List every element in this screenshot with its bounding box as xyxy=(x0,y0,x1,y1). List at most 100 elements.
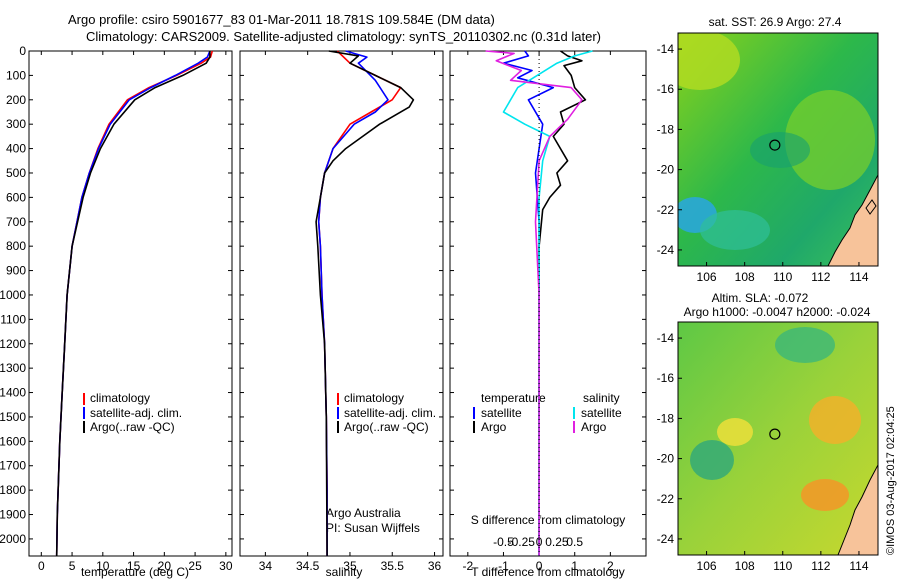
x-tick-label: 0 xyxy=(38,559,45,573)
legend-diff-sargo-label: Argo xyxy=(581,420,607,434)
salinity-plot-frame xyxy=(239,50,444,557)
series-line-temperature-argo xyxy=(538,50,587,556)
sst-cool-patch xyxy=(750,132,810,168)
difference-xlabel: T difference from climatology xyxy=(471,565,625,579)
series-line-argo-raw-qc- xyxy=(315,50,415,557)
s-tick-label: 0.25 xyxy=(545,535,569,549)
legend-temp-clim-label: climatology xyxy=(90,391,150,405)
map-x-tick-label: 112 xyxy=(811,270,830,284)
y-tick-label: 1900 xyxy=(0,508,26,522)
sla-low-patch xyxy=(690,440,734,480)
series-line-climatology xyxy=(55,50,214,557)
land-area xyxy=(837,464,878,555)
sst-warm-patch xyxy=(785,90,875,190)
map-y-tick-label: -22 xyxy=(657,203,675,217)
sla-low-patch xyxy=(775,327,835,363)
chart-marks: 0100200300400500600700800900100011001200… xyxy=(0,42,869,573)
legend-diff-tsat-label: satellite xyxy=(481,406,522,420)
y-tick-label: 400 xyxy=(6,142,26,156)
series-line-salinity-satellite xyxy=(502,50,593,556)
y-tick-label: 100 xyxy=(6,68,26,82)
chart-title-line2: Climatology: CARS2009. Satellite-adjuste… xyxy=(86,29,601,44)
s-tick-label: -0.25 xyxy=(508,535,536,549)
sst-cool-patch xyxy=(700,210,770,250)
legend-temp-argo-label: Argo(..raw -QC) xyxy=(90,420,175,434)
x-tick-label: 5 xyxy=(69,559,76,573)
map-y-tick-label: -16 xyxy=(657,371,675,385)
y-tick-label: 600 xyxy=(6,190,26,204)
legend-diff-ssat-label: satellite xyxy=(581,406,622,420)
x-tick-label: 30 xyxy=(219,559,233,573)
sla-map-title-line2: Argo h1000: -0.0047 h2000: -0.024 xyxy=(684,305,871,319)
series-line-satellite-adj-clim- xyxy=(317,50,389,556)
y-tick-label: 200 xyxy=(6,93,26,107)
s-tick-label: 0.5 xyxy=(566,535,583,549)
y-tick-label: 1500 xyxy=(0,410,26,424)
sla-high-patch xyxy=(801,479,849,511)
y-tick-label: 0 xyxy=(19,44,26,58)
salinity-xlabel: salinity xyxy=(326,565,363,579)
x-tick-label: 35 xyxy=(343,559,357,573)
x-tick-label: 25 xyxy=(188,559,202,573)
y-tick-label: 300 xyxy=(6,117,26,131)
s-tick-label: -0.5 xyxy=(493,535,514,549)
y-tick-label: 900 xyxy=(6,264,26,278)
map-y-tick-label: -24 xyxy=(657,243,675,257)
sst-map-title: sat. SST: 26.9 Argo: 27.4 xyxy=(709,15,842,29)
y-tick-label: 500 xyxy=(6,166,26,180)
sst-warm-patch xyxy=(678,33,740,90)
legend-sal-argo-label: Argo(..raw -QC) xyxy=(344,420,429,434)
y-tick-label: 1000 xyxy=(0,288,26,302)
y-tick-label: 1200 xyxy=(0,337,26,351)
sal-annotation-line1: Argo Australia xyxy=(326,506,401,520)
series-line-climatology xyxy=(317,50,402,556)
map-x-tick-label: 110 xyxy=(773,559,792,573)
map-x-tick-label: 106 xyxy=(697,270,717,284)
legend-sal-sat-label: satellite-adj. clim. xyxy=(344,406,436,420)
map-x-tick-label: 114 xyxy=(849,559,868,573)
series-line-satellite-adj-clim- xyxy=(55,50,211,557)
x-tick-label: 36 xyxy=(428,559,442,573)
map-y-tick-label: -14 xyxy=(657,42,675,56)
x-tick-label: 34 xyxy=(259,559,273,573)
legend-diff-sal-heading: salinity xyxy=(583,391,620,405)
temperature-xlabel: temperature (deg C) xyxy=(81,565,189,579)
sla-map-frame xyxy=(677,321,879,556)
argo-location-marker xyxy=(769,139,781,151)
sla-high-patch xyxy=(809,396,861,444)
y-tick-label: 2000 xyxy=(0,532,26,546)
imos-credit: ©IMOS 03-Aug-2017 02:04:25 xyxy=(885,406,897,555)
y-tick-label: 1300 xyxy=(0,361,26,375)
map-y-tick-label: -24 xyxy=(657,532,675,546)
map-x-tick-label: 114 xyxy=(849,270,868,284)
sst-map xyxy=(678,33,878,266)
y-tick-label: 1700 xyxy=(0,459,26,473)
x-tick-label: 2 xyxy=(607,559,614,573)
x-tick-label: 10 xyxy=(96,559,110,573)
legend-diff-targo-label: Argo xyxy=(481,420,507,434)
y-tick-label: 1800 xyxy=(0,483,26,497)
y-tick-label: 1600 xyxy=(0,434,26,448)
temperature-plot-frame xyxy=(28,50,233,557)
map-y-tick-label: -20 xyxy=(657,163,675,177)
series-line-salinity-argo xyxy=(485,50,583,556)
sla-high-patch xyxy=(717,418,753,446)
land-area xyxy=(827,174,878,266)
sla-map-title-line1: Altim. SLA: -0.072 xyxy=(712,291,809,305)
y-tick-label: 1400 xyxy=(0,386,26,400)
s-tick-label: 0 xyxy=(536,535,543,549)
series-line-argo-raw-qc- xyxy=(55,51,211,557)
legend-diff-temp-heading: temperature xyxy=(481,391,546,405)
map-y-tick-label: -16 xyxy=(657,82,675,96)
map-x-tick-label: 106 xyxy=(697,559,717,573)
map-x-tick-label: 108 xyxy=(735,559,755,573)
x-tick-label: 15 xyxy=(127,559,141,573)
sal-annotation-line2: PI: Susan Wijffels xyxy=(326,521,420,535)
chart-title-line1: Argo profile: csiro 5901677_83 01-Mar-20… xyxy=(68,12,495,27)
x-tick-label: -1 xyxy=(498,559,509,573)
x-tick-label: 35.5 xyxy=(381,559,405,573)
legend-sal-clim-label: climatology xyxy=(344,391,404,405)
x-tick-label: 1 xyxy=(571,559,578,573)
map-y-tick-label: -18 xyxy=(657,411,675,425)
